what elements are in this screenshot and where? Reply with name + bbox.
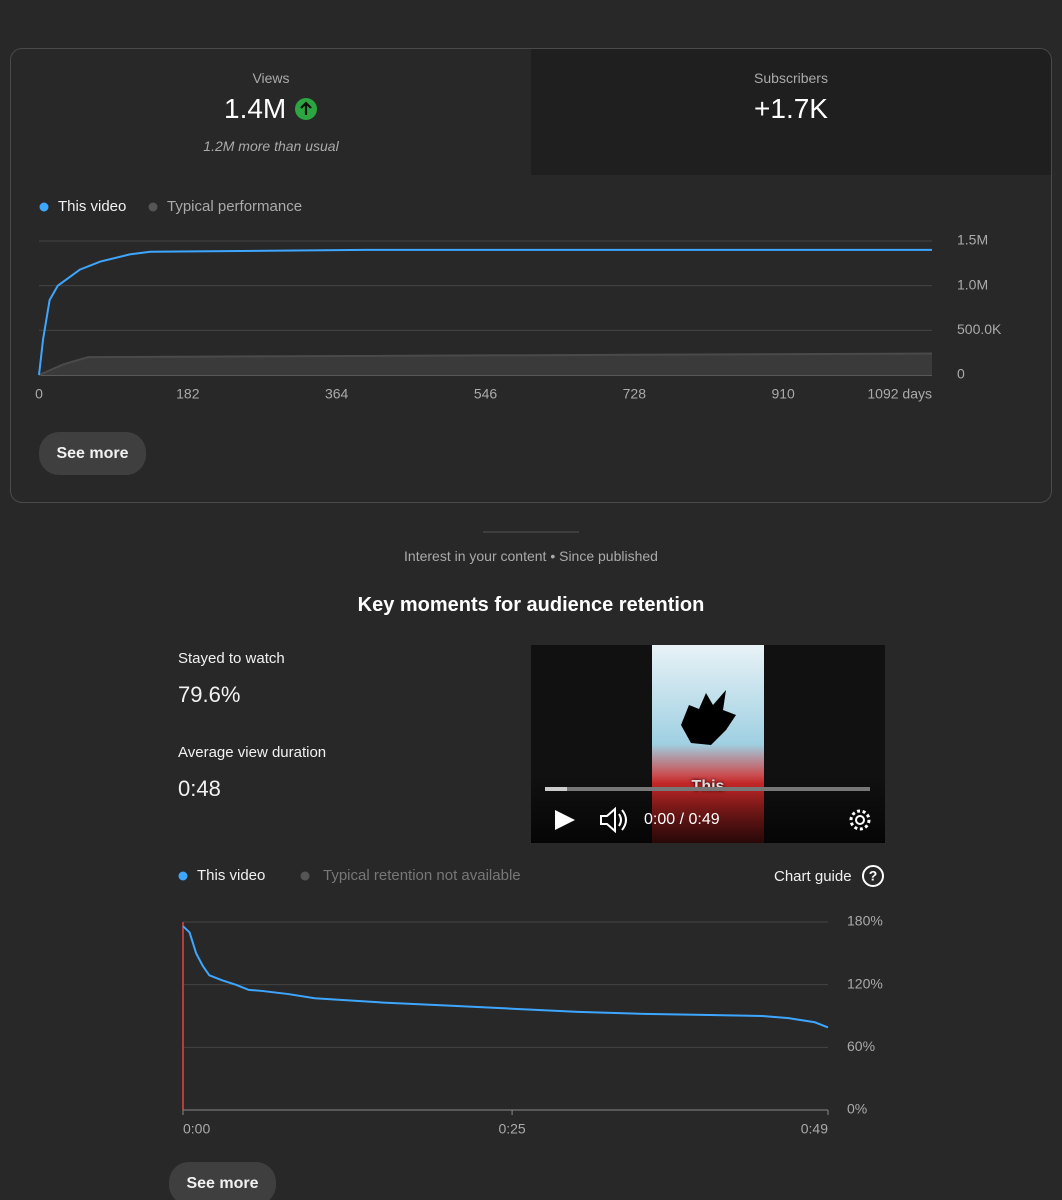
- legend-marker: [148, 202, 158, 212]
- legend-marker: [178, 871, 188, 881]
- x-tick-label: 0:25: [498, 1121, 525, 1137]
- stat-label: Average view duration: [178, 744, 327, 761]
- views-card: [10, 48, 1052, 503]
- thumbnail-figure: [681, 690, 736, 745]
- stat-value: 1.4M: [224, 93, 287, 124]
- see-more-button[interactable]: See more: [39, 432, 146, 475]
- legend-marker: [300, 871, 310, 881]
- x-tick-label: 910: [771, 386, 795, 402]
- y-tick-label: 1.0M: [957, 276, 988, 292]
- y-tick-label: 500.0K: [957, 321, 1002, 337]
- video-player[interactable]: This 0:00 / 0:49: [531, 645, 885, 843]
- subscribers-tab[interactable]: [531, 49, 1051, 175]
- stat-note: 1.2M more than usual: [203, 138, 339, 154]
- section-label: Interest in your content • Since publish…: [404, 548, 658, 564]
- up-icon: [295, 98, 317, 120]
- chart-guide[interactable]: Chart guide: [774, 868, 852, 885]
- y-tick-label: 0%: [847, 1101, 867, 1117]
- line: [38, 352, 933, 376]
- stat-label: Views: [252, 70, 290, 86]
- y-tick-label: 60%: [847, 1038, 875, 1054]
- x-tick-label: 1092 days: [867, 386, 932, 402]
- section-title: Key moments for audience retention: [357, 594, 705, 616]
- settings-button[interactable]: [847, 807, 873, 833]
- legend-label: This video: [58, 198, 126, 215]
- x-tick-label: 364: [325, 386, 349, 402]
- area-fill: [39, 353, 932, 375]
- line: [182, 925, 829, 1029]
- stat-label: Subscribers: [754, 70, 828, 86]
- stat-value: 79.6%: [178, 682, 241, 707]
- x-tick-label: 546: [474, 386, 498, 402]
- legend-marker: [39, 202, 49, 212]
- controls-gradient: [531, 775, 885, 843]
- svg-text:?: ?: [869, 868, 878, 884]
- y-tick-label: 120%: [847, 975, 883, 991]
- time-display: 0:00 / 0:49: [644, 811, 720, 828]
- legend-label: Typical performance: [167, 198, 302, 215]
- see-more-button[interactable]: See more: [169, 1162, 276, 1200]
- x-tick-label: 0:49: [801, 1121, 828, 1137]
- y-tick-label: 0: [957, 366, 965, 382]
- legend-label: Typical retention not available: [323, 867, 521, 884]
- volume-button[interactable]: [599, 806, 629, 834]
- line: [38, 248, 932, 376]
- x-tick-label: 0: [35, 386, 43, 402]
- x-tick-label: 728: [623, 386, 647, 402]
- x-tick-label: 0:00: [183, 1121, 210, 1137]
- progress-bar[interactable]: [545, 787, 870, 791]
- stat-value: +1.7K: [754, 93, 828, 124]
- stat-value: 0:48: [178, 776, 221, 801]
- play-button[interactable]: [553, 808, 577, 832]
- help-icon[interactable]: ?: [861, 864, 885, 888]
- y-tick-label: 1.5M: [957, 232, 988, 248]
- y-tick-label: 180%: [847, 913, 883, 929]
- stat-label: Stayed to watch: [178, 650, 285, 667]
- x-tick-label: 182: [176, 386, 200, 402]
- legend-label: This video: [197, 867, 265, 884]
